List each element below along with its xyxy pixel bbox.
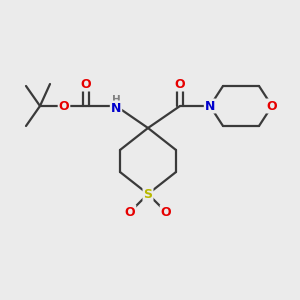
Text: O: O <box>81 77 91 91</box>
Text: O: O <box>267 100 277 112</box>
Text: N: N <box>205 100 215 112</box>
Text: O: O <box>59 100 69 112</box>
Text: S: S <box>143 188 152 200</box>
Text: O: O <box>125 206 135 218</box>
Text: N: N <box>111 101 121 115</box>
Text: H: H <box>112 95 120 105</box>
Text: O: O <box>161 206 171 218</box>
Text: O: O <box>175 77 185 91</box>
